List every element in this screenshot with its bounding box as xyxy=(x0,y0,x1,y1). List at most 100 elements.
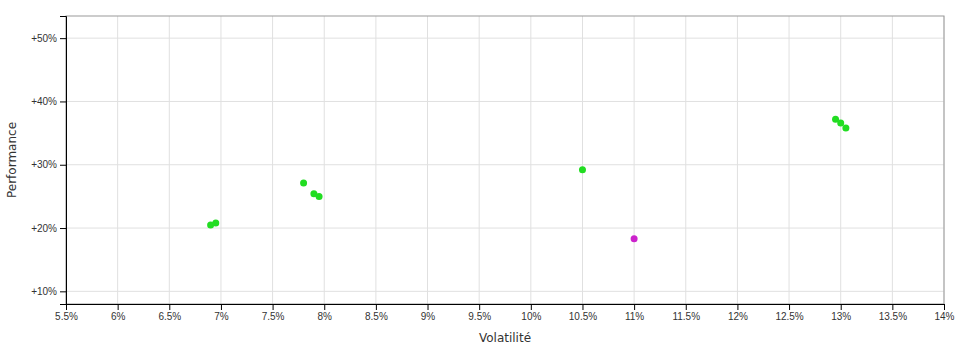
x-tick-mark xyxy=(479,304,480,310)
y-tick: +40% xyxy=(31,96,66,107)
y-axis: +10% +20% +30% +40% +50% xyxy=(31,17,66,305)
grid-line xyxy=(479,16,480,304)
point xyxy=(212,219,219,226)
x-tick: 5.5% xyxy=(55,304,78,322)
grid xyxy=(66,16,944,304)
x-tick: 11.5% xyxy=(672,304,700,322)
point xyxy=(579,166,586,173)
point xyxy=(842,125,849,132)
grid-line xyxy=(66,291,944,292)
chart: 5.5% 6% 6.5% 7% 7.5% 8% 8.5% 9% 9.5% 10% 10.5% 11% 1… xyxy=(0,0,966,350)
grid-line xyxy=(892,16,893,304)
x-tick-label: 12.5% xyxy=(775,311,803,322)
points xyxy=(207,116,849,243)
point xyxy=(316,193,323,200)
x-tick-mark xyxy=(737,304,738,310)
grid-line xyxy=(530,16,531,304)
grid-line xyxy=(375,16,376,304)
y-tick: +30% xyxy=(31,159,66,170)
x-tick-mark xyxy=(531,304,532,310)
x-tick: 14% xyxy=(934,304,954,322)
point xyxy=(300,180,307,187)
x-tick-mark xyxy=(376,304,377,310)
x-tick: 7.5% xyxy=(262,304,285,322)
plot: 5.5% 6% 6.5% 7% 7.5% 8% 8.5% 9% 9.5% 10% 10.5% 11% 1… xyxy=(31,16,954,322)
x-tick-label: 8% xyxy=(318,311,333,322)
x-tick: 12% xyxy=(728,304,748,322)
y-tick-mark xyxy=(60,165,66,166)
y-tick-mark xyxy=(60,228,66,229)
y-tick: +10% xyxy=(31,286,66,297)
x-tick: 10.5% xyxy=(569,304,597,322)
grid-line xyxy=(66,228,944,229)
x-axis-line xyxy=(67,305,945,311)
x-tick-label: 10.5% xyxy=(569,311,597,322)
x-tick: 13.5% xyxy=(879,304,907,322)
x-axis-title: Volatilité xyxy=(479,331,531,345)
y-tick: +20% xyxy=(31,223,66,234)
grid-line xyxy=(582,16,583,304)
grid-line xyxy=(66,164,944,165)
y-axis-title: Performance xyxy=(5,122,19,198)
x-tick-mark xyxy=(892,304,893,310)
grid-line xyxy=(66,101,944,102)
x-tick-label: 13% xyxy=(831,311,851,322)
x-tick-mark xyxy=(169,304,170,310)
y-tick-mark xyxy=(60,101,66,102)
x-tick-mark xyxy=(841,304,842,310)
x-tick: 6.5% xyxy=(158,304,181,322)
x-tick-label: 11.5% xyxy=(672,311,700,322)
x-tick-mark xyxy=(582,304,583,310)
x-tick-mark xyxy=(118,304,119,310)
grid-line xyxy=(169,16,170,304)
x-tick-mark xyxy=(944,304,945,310)
x-tick: 8.5% xyxy=(365,304,388,322)
x-tick: 11% xyxy=(625,304,644,322)
x-tick-mark xyxy=(634,304,635,310)
grid-line xyxy=(220,16,221,304)
x-tick: 10% xyxy=(521,304,541,322)
x-tick-mark xyxy=(273,304,274,310)
x-tick-mark xyxy=(428,304,429,310)
grid-line xyxy=(634,16,635,304)
y-tick-mark xyxy=(60,38,66,39)
grid-line xyxy=(789,16,790,304)
x-tick-label: 7.5% xyxy=(262,311,285,322)
plot-frame xyxy=(66,16,944,304)
grid-line xyxy=(272,16,273,304)
y-tick: +50% xyxy=(31,33,66,44)
x-tick-mark xyxy=(686,304,687,310)
x-tick-label: 6.5% xyxy=(158,311,181,322)
x-tick: 12.5% xyxy=(775,304,803,322)
y-tick-mark xyxy=(60,291,66,292)
x-tick-label: 7% xyxy=(214,311,229,322)
x-tick: 9.5% xyxy=(468,304,491,322)
grid-line xyxy=(427,16,428,304)
x-tick-mark xyxy=(324,304,325,310)
x-tick-label: 11% xyxy=(625,311,644,322)
x-tick-label: 14% xyxy=(934,311,954,322)
x-axis: 5.5% 6% 6.5% 7% 7.5% 8% 8.5% 9% 9.5% 10% 10.5% 11% 1… xyxy=(55,304,955,322)
grid-line xyxy=(66,38,944,39)
grid-line xyxy=(117,16,118,304)
x-tick-label: 6% xyxy=(111,311,126,322)
y-tick-label: +20% xyxy=(31,223,57,234)
x-tick: 6% xyxy=(111,304,126,322)
y-tick-label: +40% xyxy=(31,96,57,107)
x-tick: 13% xyxy=(831,304,851,322)
x-tick-label: 8.5% xyxy=(365,311,388,322)
x-tick: 8% xyxy=(318,304,333,322)
x-tick-label: 9.5% xyxy=(468,311,491,322)
x-tick: 9% xyxy=(421,304,436,322)
x-tick-label: 10% xyxy=(521,311,541,322)
x-tick-label: 13.5% xyxy=(879,311,907,322)
y-tick-label: +10% xyxy=(31,286,57,297)
x-tick: 7% xyxy=(214,304,229,322)
x-tick-label: 12% xyxy=(728,311,748,322)
grid-line xyxy=(324,16,325,304)
grid-line xyxy=(840,16,841,304)
x-tick-mark xyxy=(221,304,222,310)
x-tick-label: 9% xyxy=(421,311,436,322)
grid-line xyxy=(685,16,686,304)
grid-line xyxy=(737,16,738,304)
